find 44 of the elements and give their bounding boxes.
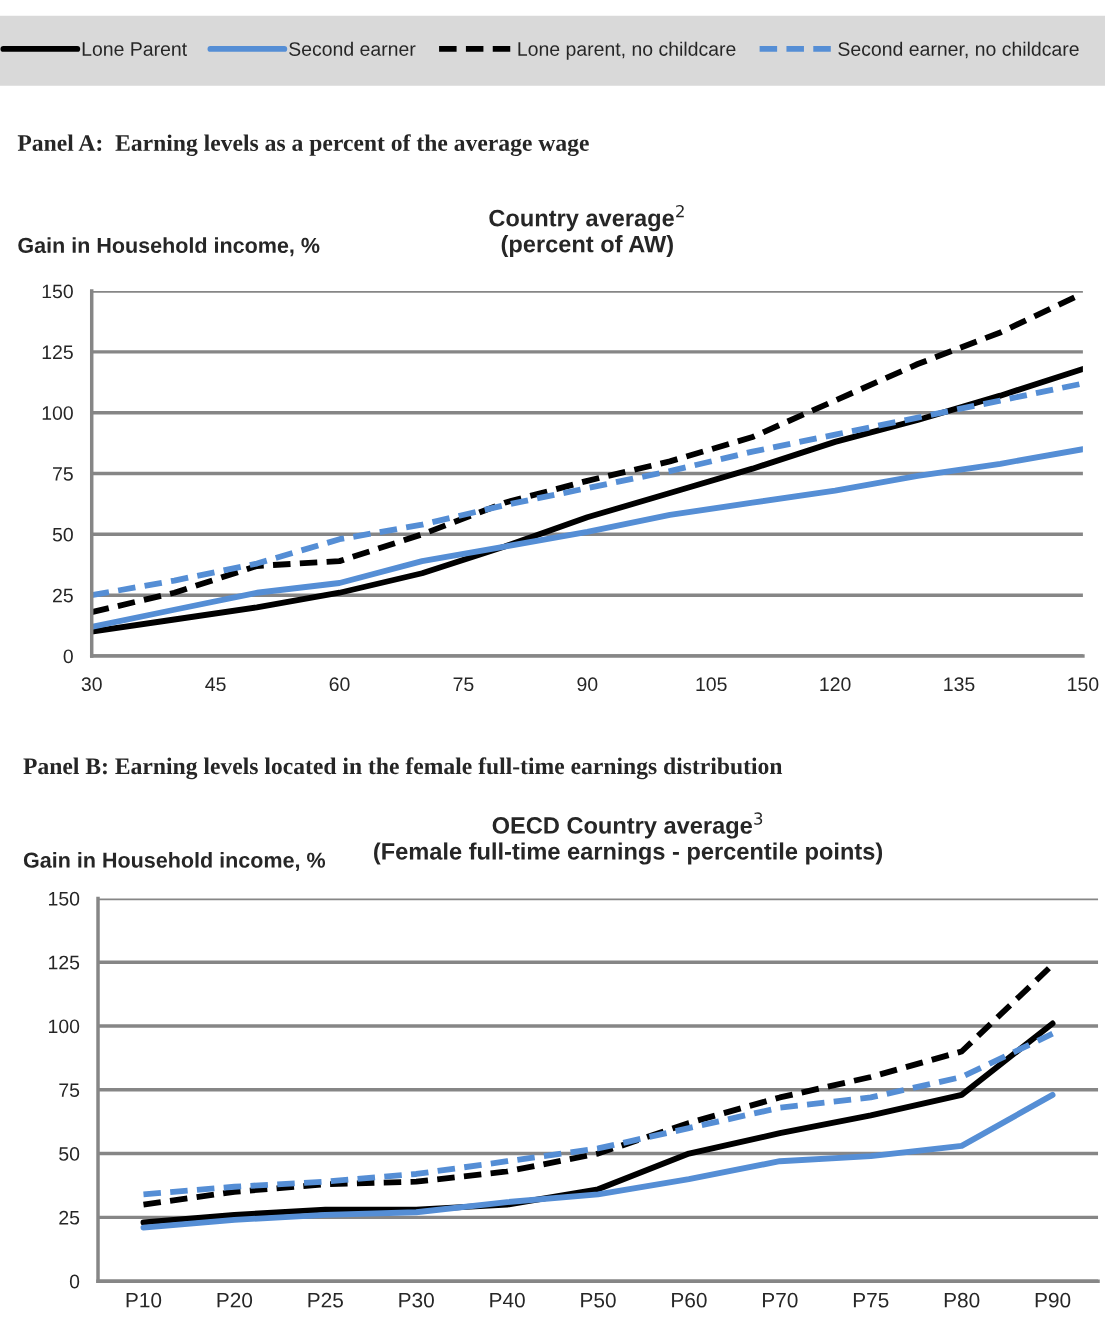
x-tick-label: 75 (453, 677, 474, 692)
y-tick-label: 50 (59, 1147, 80, 1161)
y-tick-label: 75 (53, 467, 73, 481)
y-axis-title: Gain in Household income, % (18, 237, 320, 257)
x-tick-label: P40 (490, 1292, 525, 1308)
y-tick-label: 0 (69, 1274, 80, 1289)
x-tick-label: P70 (763, 1292, 798, 1308)
x-tick-label: P10 (126, 1292, 162, 1308)
y-tick-label: 50 (52, 527, 73, 542)
x-tick-label: 120 (820, 677, 851, 692)
x-tick-label: 105 (696, 677, 727, 692)
x-tick-label: 60 (329, 677, 350, 692)
legend-label: Lone parent, no childcare (518, 41, 736, 60)
y-tick-label: 150 (49, 891, 80, 906)
x-tick-label: P80 (944, 1292, 980, 1308)
legend-label: Second earner (289, 41, 416, 56)
legend-label: Lone Parent (82, 42, 187, 56)
x-tick-label: P60 (672, 1292, 707, 1308)
y-axis-title: Gain in Household income, % (23, 852, 326, 871)
x-tick-label: P75 (853, 1293, 889, 1308)
legend-label: Second earner, no childcare (838, 41, 1079, 59)
text: Panel B: Earning levels located in the female full-time earnings distribution (23, 757, 783, 780)
y-tick-label: 150 (42, 284, 73, 299)
x-tick-label: 30 (81, 677, 102, 692)
y-tick-label: 25 (59, 1210, 80, 1225)
y-tick-label: 25 (53, 588, 73, 603)
x-tick-label: P30 (399, 1292, 434, 1308)
text: Panel A: Earning levels as a percent of the average wage (17, 134, 589, 156)
x-tick-label: P90 (1035, 1292, 1071, 1308)
x-tick-label: 90 (577, 677, 598, 692)
x-tick-label: 45 (205, 677, 226, 692)
y-tick-label: 0 (63, 649, 73, 664)
chart-title: OECD Country average$^{3}$ (Female full-time earnings - percentile points) (374, 812, 883, 865)
x-tick-label: 150 (1068, 677, 1099, 692)
y-tick-label: 125 (42, 345, 73, 360)
chart-title: Country average$^{2}$ (percent of AW) (489, 204, 684, 258)
x-tick-label: P25 (308, 1292, 343, 1308)
x-tick-label: P20 (217, 1292, 253, 1308)
y-tick-label: 125 (49, 955, 80, 970)
y-tick-label: 100 (42, 406, 73, 420)
x-tick-label: P50 (581, 1292, 616, 1308)
y-tick-label: 100 (49, 1019, 80, 1034)
x-tick-label: 135 (944, 677, 975, 692)
y-tick-label: 75 (59, 1083, 80, 1098)
